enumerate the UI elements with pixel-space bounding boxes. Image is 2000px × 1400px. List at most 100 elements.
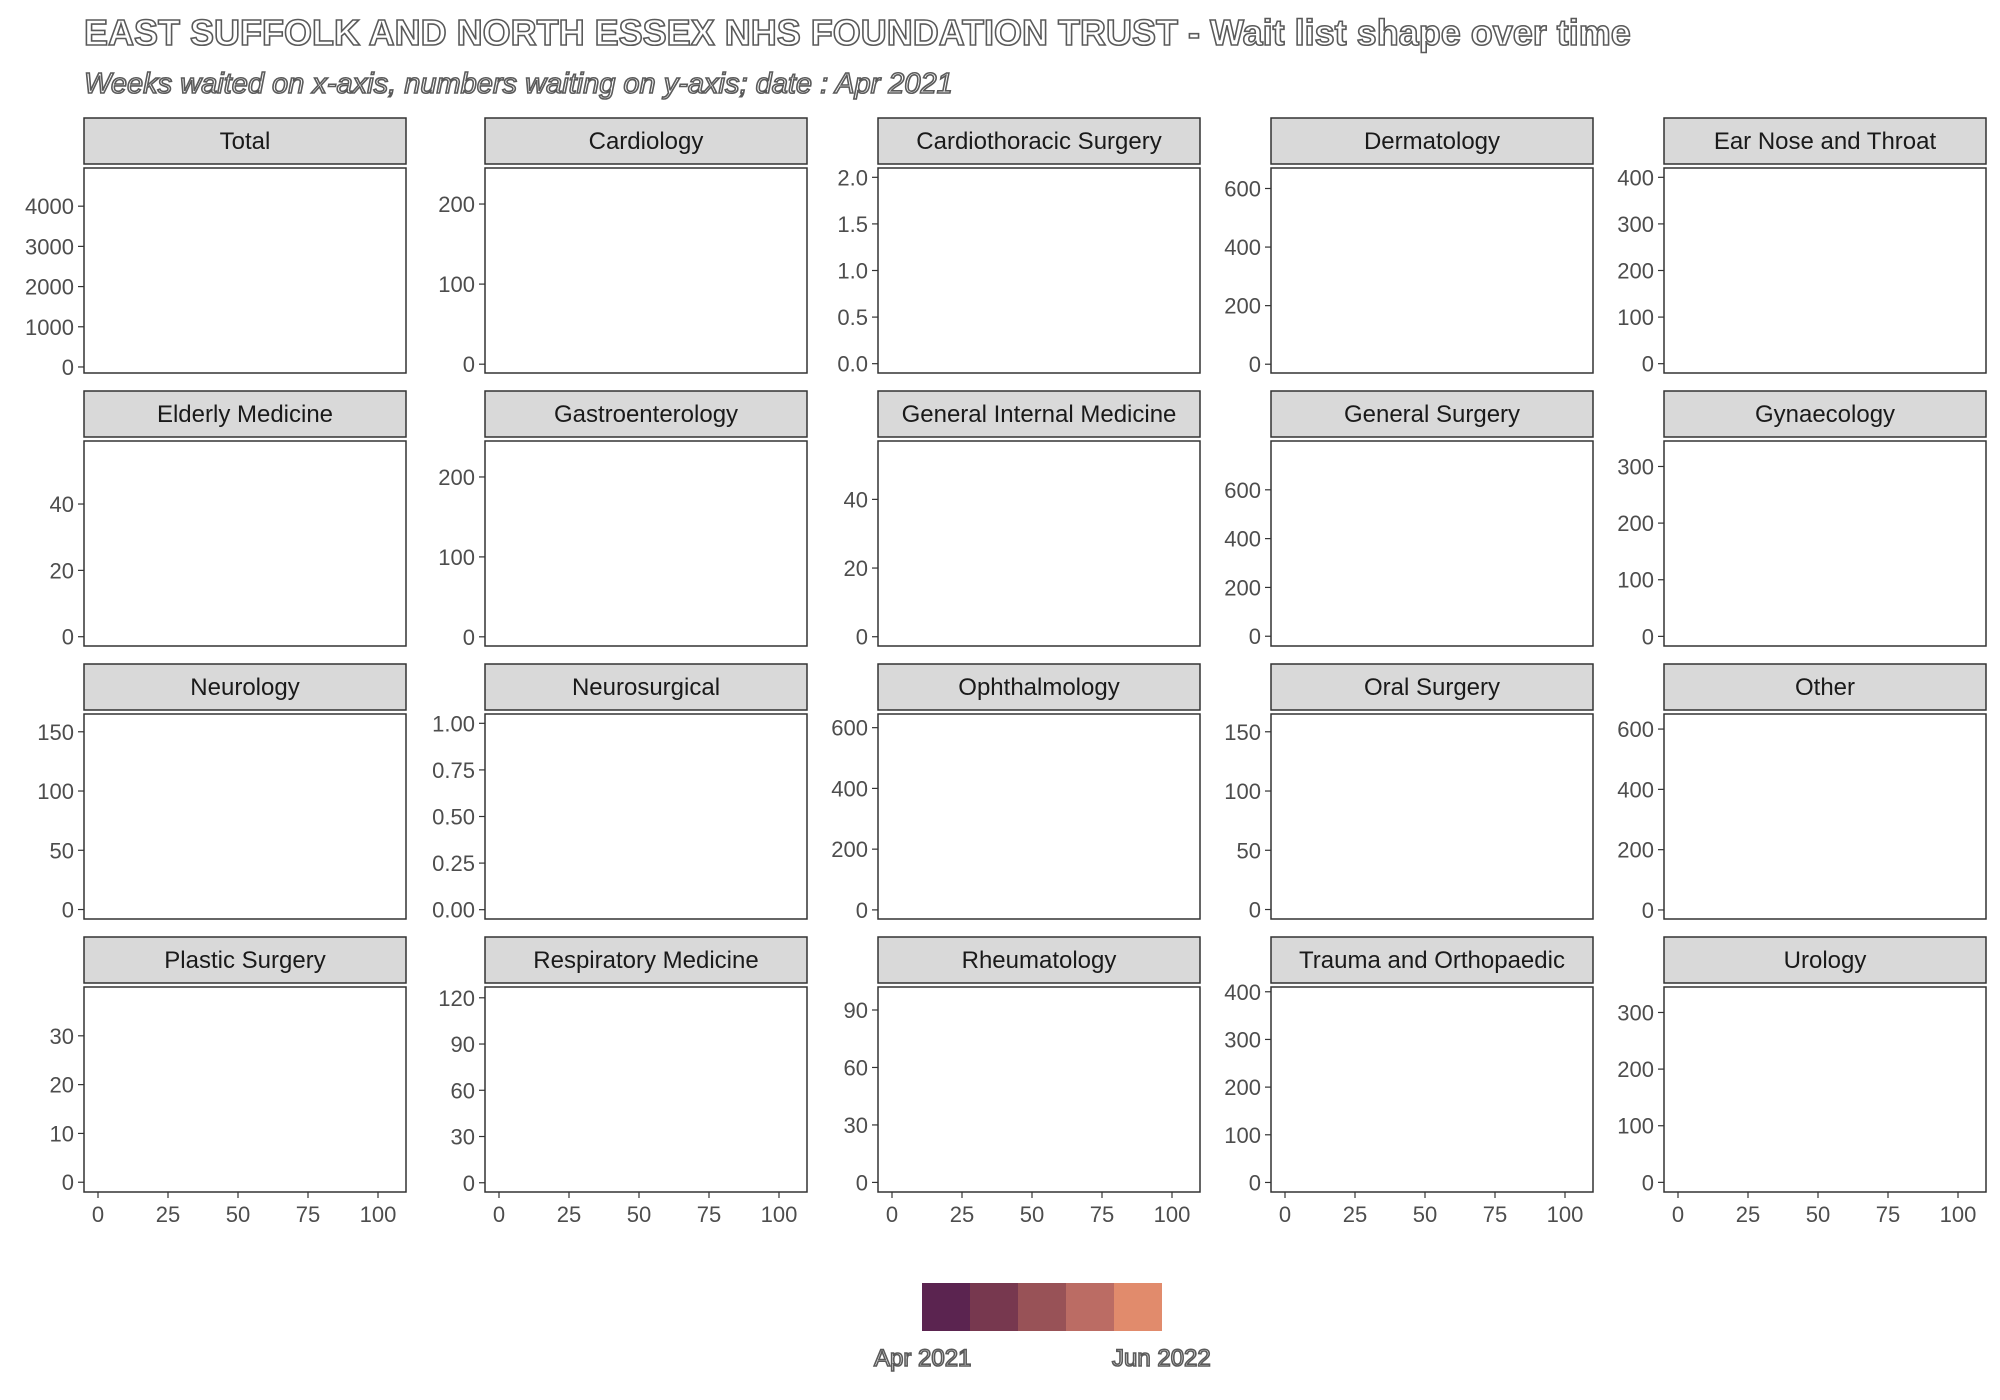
facet-title: Cardiothoracic Surgery — [916, 128, 1161, 155]
y-tick-label: 0 — [62, 625, 74, 650]
facet-title: Total — [220, 128, 271, 155]
y-tick-label: 0.75 — [432, 758, 475, 783]
y-tick-label: 400 — [1617, 165, 1654, 190]
y-tick-label: 0.00 — [432, 898, 475, 923]
y-tick-label: 1.00 — [432, 711, 475, 736]
x-tick-label: 25 — [1736, 1202, 1760, 1227]
facet-strip — [83, 936, 407, 984]
y-tick-label: 2000 — [25, 275, 74, 300]
panel-border — [1270, 440, 1594, 647]
facet-panel: Ophthalmology 0 200 400 600 — [831, 663, 1201, 923]
x-tick-label: 0 — [1279, 1202, 1291, 1227]
y-tick-label: 200 — [1224, 294, 1261, 319]
panel-border — [1270, 713, 1594, 920]
facet-title: Other — [1795, 674, 1855, 701]
panel-border — [83, 713, 407, 920]
y-tick-label: 200 — [1617, 1057, 1654, 1082]
panel-border — [484, 713, 808, 920]
legend-start-label: Apr 2021 — [873, 1344, 972, 1373]
x-tick-label: 75 — [1090, 1202, 1114, 1227]
y-tick-label: 0 — [1642, 352, 1654, 377]
facet-panel: Respiratory Medicine 0 30 60 90 120 0 25 50 75 100 — [438, 936, 808, 1227]
x-tick-label: 50 — [1413, 1202, 1437, 1227]
y-tick-label: 90 — [451, 1032, 475, 1057]
panel-border — [484, 440, 808, 647]
y-tick-label: 30 — [844, 1113, 868, 1138]
x-tick-label: 0 — [92, 1202, 104, 1227]
y-tick-label: 200 — [438, 192, 475, 217]
y-tick-label: 200 — [1617, 511, 1654, 536]
y-tick-label: 200 — [1617, 838, 1654, 863]
x-tick-label: 25 — [1343, 1202, 1367, 1227]
title-block: EAST SUFFOLK AND NORTH ESSEX NHS FOUNDAT… — [83, 11, 1631, 101]
y-tick-label: 0 — [62, 898, 74, 923]
panel-border — [83, 986, 407, 1193]
facet-title: Oral Surgery — [1364, 674, 1500, 701]
y-tick-label: 120 — [438, 986, 475, 1011]
x-tick-label: 25 — [557, 1202, 581, 1227]
facet-title: Urology — [1784, 947, 1867, 974]
y-tick-label: 90 — [844, 998, 868, 1023]
facet-panel: Cardiothoracic Surgery 0.0 0.5 1.0 1.5 2.0 — [837, 117, 1201, 377]
facet-panel: Cardiology 0 100 200 — [438, 117, 808, 377]
y-tick-label: 100 — [1617, 568, 1654, 593]
y-tick-label: 3000 — [25, 234, 74, 259]
y-tick-label: 600 — [1224, 177, 1261, 202]
x-tick-label: 25 — [950, 1202, 974, 1227]
y-tick-label: 0 — [856, 625, 868, 650]
y-tick-label: 200 — [831, 837, 868, 862]
x-tick-label: 0 — [1672, 1202, 1684, 1227]
facet-panel: Oral Surgery 0 50 100 150 — [1224, 663, 1594, 923]
y-tick-label: 400 — [831, 776, 868, 801]
y-tick-label: 30 — [451, 1125, 475, 1150]
y-tick-label: 0 — [1642, 1170, 1654, 1195]
y-tick-label: 400 — [1224, 235, 1261, 260]
facet-title: Elderly Medicine — [157, 401, 333, 428]
y-tick-label: 0.5 — [837, 305, 868, 330]
chart-title: EAST SUFFOLK AND NORTH ESSEX NHS FOUNDAT… — [83, 11, 1631, 54]
facet-panel: General Surgery 0 200 400 600 — [1224, 390, 1594, 649]
y-tick-label: 150 — [1224, 720, 1261, 745]
panel-border — [1663, 440, 1987, 647]
facet-panel: Plastic Surgery 0 10 20 30 0 25 50 75 100 — [50, 936, 407, 1227]
y-tick-label: 150 — [37, 720, 74, 745]
facet-title: Trauma and Orthopaedic — [1299, 947, 1565, 974]
facet-panel: Neurology 0 50 100 150 — [37, 663, 407, 923]
y-tick-label: 20 — [50, 1073, 74, 1098]
y-tick-label: 300 — [1617, 212, 1654, 237]
facet-strip — [877, 663, 1201, 711]
y-tick-label: 0.25 — [432, 851, 475, 876]
y-tick-label: 100 — [438, 545, 475, 570]
x-tick-label: 100 — [1154, 1202, 1191, 1227]
chart-subtitle: Weeks waited on x-axis, numbers waiting … — [83, 67, 953, 101]
y-tick-label: 400 — [1617, 777, 1654, 802]
y-tick-label: 60 — [844, 1055, 868, 1080]
facet-panel: Total 0 1000 2000 3000 4000 — [25, 117, 407, 380]
facet-strip — [1270, 117, 1594, 165]
y-tick-label: 40 — [844, 487, 868, 512]
y-tick-label: 0 — [1249, 1170, 1261, 1195]
facet-title: Respiratory Medicine — [533, 947, 758, 974]
y-tick-label: 0 — [62, 1170, 74, 1195]
x-tick-label: 50 — [226, 1202, 250, 1227]
facet-strip — [1663, 390, 1987, 438]
y-tick-label: 40 — [50, 492, 74, 517]
facet-strip — [877, 390, 1201, 438]
facet-strip — [484, 117, 808, 165]
facet-title: General Surgery — [1344, 401, 1520, 428]
y-tick-label: 0 — [856, 1170, 868, 1195]
facet-title: Cardiology — [589, 128, 704, 155]
y-tick-label: 200 — [1224, 575, 1261, 600]
y-tick-label: 0.50 — [432, 805, 475, 830]
facet-strip — [1663, 663, 1987, 711]
y-tick-label: 100 — [1617, 305, 1654, 330]
y-tick-label: 300 — [1617, 454, 1654, 479]
y-tick-label: 200 — [1617, 259, 1654, 284]
x-tick-label: 75 — [1483, 1202, 1507, 1227]
y-tick-label: 50 — [1237, 838, 1261, 863]
facet-strip — [1270, 936, 1594, 984]
x-tick-label: 75 — [1876, 1202, 1900, 1227]
facet-title: Ophthalmology — [958, 674, 1119, 701]
y-tick-label: 1.0 — [837, 259, 868, 284]
y-tick-label: 0 — [856, 898, 868, 923]
